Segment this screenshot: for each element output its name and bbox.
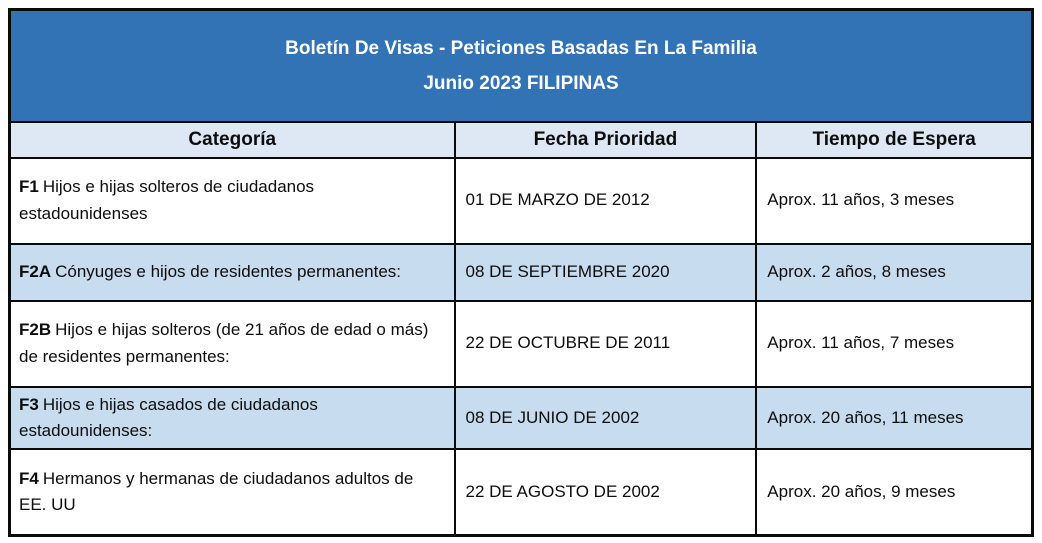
category-cell: F2A Cónyuges e hijos de residentes perman… (8, 242, 456, 302)
column-header-row: Categoría Fecha Prioridad Tiempo de Espe… (8, 120, 1034, 159)
table-row-f3: F3 Hijos e hijas casados de ciudadanos es… (8, 385, 1034, 451)
category-text: Hijos e hijas solteros (de 21 años de ed… (19, 320, 429, 366)
table-row-f1: F1 Hijos e hijas solteros de ciudadanos e… (8, 156, 1034, 245)
table-row-f2b: F2B Hijos e hijas solteros (de 21 años de… (8, 299, 1034, 388)
category-code: F2B (19, 320, 52, 340)
visa-bulletin-table: Boletín De Visas - Peticiones Basadas En… (8, 8, 1034, 537)
title-banner-cell: Boletín De Visas - Peticiones Basadas En… (8, 8, 1034, 123)
category-code: F1 (19, 177, 39, 197)
wait-time-cell: Aprox. 20 años, 9 meses (755, 448, 1034, 537)
priority-date-cell: 01 DE MARZO DE 2012 (453, 156, 758, 245)
table-row-f2a: F2A Cónyuges e hijos de residentes perman… (8, 242, 1034, 302)
category-code: F2A (19, 261, 52, 281)
category-code: F4 (19, 468, 39, 488)
wait-time-cell: Aprox. 11 años, 7 meses (755, 299, 1034, 388)
column-header-category: Categoría (8, 120, 456, 159)
category-text: Hijos e hijas casados de ciudadanos esta… (19, 394, 318, 440)
priority-date-cell: 22 DE AGOSTO DE 2002 (453, 448, 758, 537)
priority-date-cell: 08 DE JUNIO DE 2002 (453, 385, 758, 451)
page-title-line1: Boletín De Visas - Peticiones Basadas En… (285, 37, 757, 59)
category-code: F3 (19, 394, 39, 414)
wait-time-cell: Aprox. 2 años, 8 meses (755, 242, 1034, 302)
category-cell: F1 Hijos e hijas solteros de ciudadanos e… (8, 156, 456, 245)
wait-time-cell: Aprox. 20 años, 11 meses (755, 385, 1034, 451)
category-cell: F3 Hijos e hijas casados de ciudadanos es… (8, 385, 456, 451)
category-cell: F2B Hijos e hijas solteros (de 21 años de… (8, 299, 456, 388)
priority-date-cell: 08 DE SEPTIEMBRE 2020 (453, 242, 758, 302)
column-header-wait-time: Tiempo de Espera (755, 120, 1034, 159)
priority-date-cell: 22 DE OCTUBRE DE 2011 (453, 299, 758, 388)
page-title-line2: Junio 2023 FILIPINAS (423, 72, 619, 94)
category-text: Hermanos y hermanas de ciudadanos adulto… (19, 468, 414, 514)
category-text: Hijos e hijas solteros de ciudadanos est… (19, 177, 315, 223)
category-text: Cónyuges e hijos de residentes permanent… (55, 261, 402, 281)
column-header-priority-date: Fecha Prioridad (453, 120, 758, 159)
category-cell: F4 Hermanos y hermanas de ciudadanos adul… (8, 448, 456, 537)
title-banner: Boletín De Visas - Peticiones Basadas En… (8, 8, 1034, 123)
wait-time-cell: Aprox. 11 años, 3 meses (755, 156, 1034, 245)
table-row-f4: F4 Hermanos y hermanas de ciudadanos adul… (8, 448, 1034, 537)
